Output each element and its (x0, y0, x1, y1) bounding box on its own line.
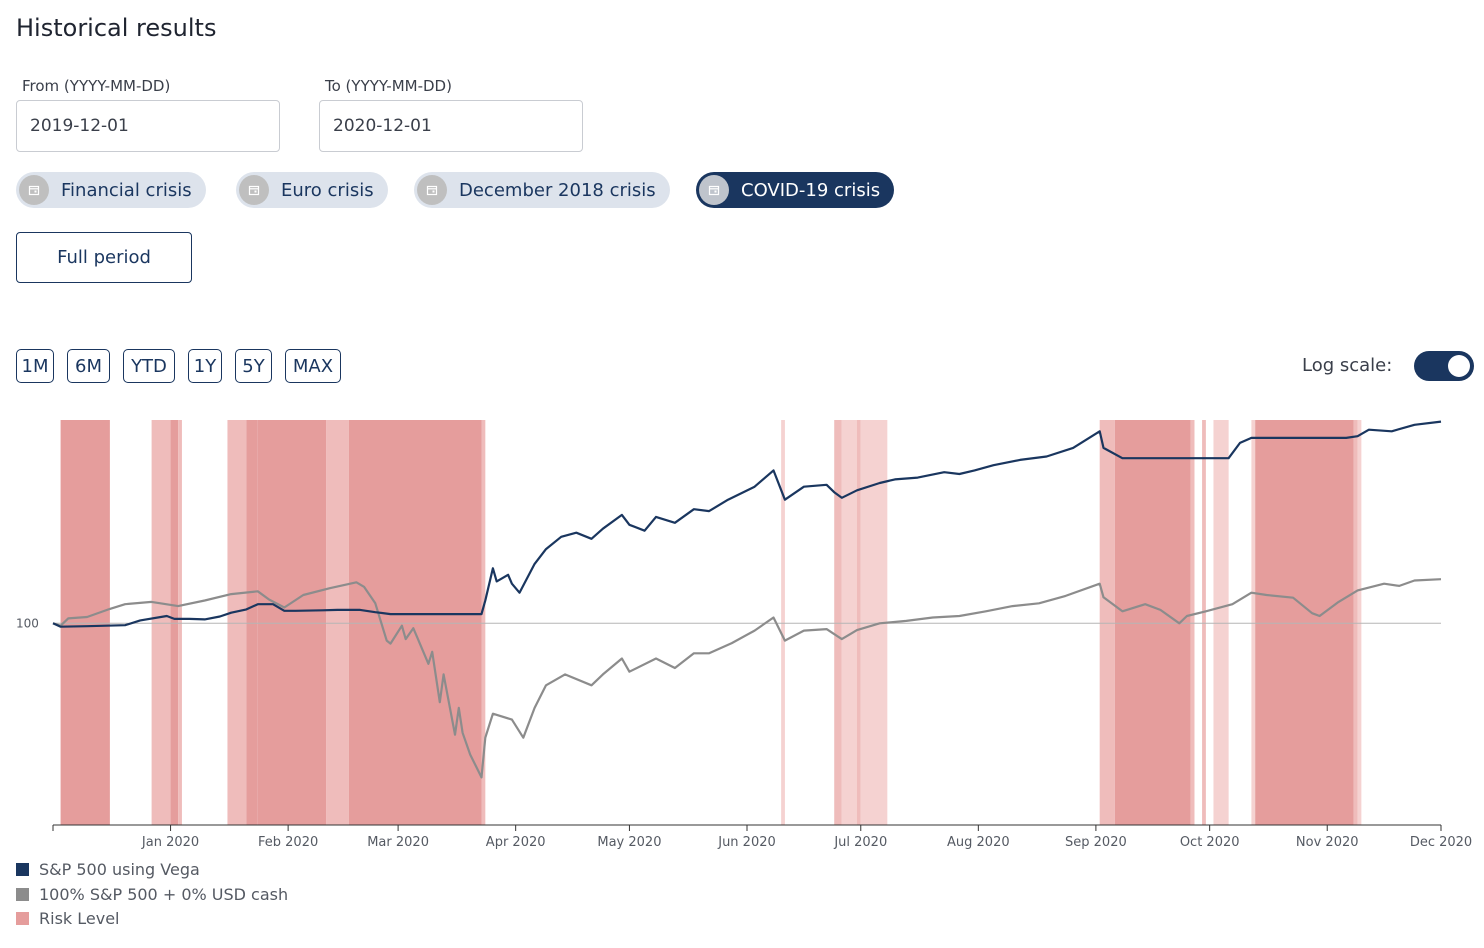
legend-swatch (16, 912, 29, 925)
reference-label: 100 (16, 616, 39, 630)
x-tick-label: Nov 2020 (1296, 835, 1359, 850)
legend-label: S&P 500 using Vega (39, 860, 200, 879)
range-1m-button[interactable]: 1M (16, 349, 54, 383)
range-6m-button[interactable]: 6M (67, 349, 110, 383)
log-scale-label: Log scale: (1302, 355, 1393, 376)
risk-band (834, 420, 842, 825)
to-date-input[interactable] (320, 101, 582, 151)
legend-label: 100% S&P 500 + 0% USD cash (39, 885, 289, 904)
risk-band (246, 420, 258, 825)
x-tick-label: Jun 2020 (717, 835, 776, 850)
performance-chart: 100 Jan 2020 Feb 2020 Mar 2020 Apr 2020 May … (16, 420, 1472, 850)
crisis-chip-december-2018[interactable]: December 2018 crisis (414, 172, 670, 208)
legend-item-sp500: 100% S&P 500 + 0% USD cash (16, 885, 288, 904)
risk-band (1251, 420, 1256, 825)
from-date-input[interactable] (17, 101, 279, 151)
range-ytd-button[interactable]: YTD (123, 349, 175, 383)
risk-band (1099, 420, 1115, 825)
legend-label: Risk Level (39, 909, 120, 928)
calendar-icon (417, 175, 447, 205)
series-line (52, 420, 1442, 628)
series-lines (52, 420, 1442, 779)
x-tick-label: Jul 2020 (833, 835, 887, 850)
risk-band (178, 420, 182, 825)
to-label: To (YYYY-MM-DD) (325, 77, 452, 95)
range-1y-button[interactable]: 1Y (188, 349, 222, 383)
calendar-icon (239, 175, 269, 205)
legend-item-risk-level: Risk Level (16, 909, 119, 928)
range-5y-button[interactable]: 5Y (235, 349, 272, 383)
risk-level-bands (60, 420, 1362, 825)
calendar-icon (699, 175, 729, 205)
risk-band (1353, 420, 1358, 825)
risk-band (227, 420, 247, 825)
log-scale-toggle[interactable] (1414, 351, 1474, 381)
x-axis-ticks: Jan 2020 Feb 2020 Mar 2020 Apr 2020 May 2020… (52, 825, 1472, 850)
series-line (52, 578, 1442, 779)
legend-swatch (16, 888, 29, 901)
crisis-chip-euro[interactable]: Euro crisis (236, 172, 388, 208)
risk-band (326, 420, 349, 825)
risk-band (1190, 420, 1195, 825)
calendar-icon (19, 175, 49, 205)
page-title: Historical results (16, 14, 217, 42)
risk-band (781, 420, 785, 825)
x-tick-label: Oct 2020 (1180, 835, 1240, 850)
x-tick-label: Sep 2020 (1065, 835, 1127, 850)
crisis-chip-label: December 2018 crisis (459, 179, 656, 201)
legend-item-vega: S&P 500 using Vega (16, 860, 200, 879)
crisis-chip-label: COVID-19 crisis (741, 179, 881, 201)
risk-band (151, 420, 171, 825)
crisis-chip-covid-19[interactable]: COVID-19 crisis (696, 172, 895, 208)
x-tick-label: Jan 2020 (141, 835, 199, 850)
risk-band (841, 420, 857, 825)
x-tick-label: Dec 2020 (1410, 835, 1472, 850)
risk-band (1213, 420, 1229, 825)
risk-band (257, 420, 327, 825)
x-tick-label: Mar 2020 (367, 835, 429, 850)
x-tick-label: May 2020 (597, 835, 661, 850)
x-tick-label: Apr 2020 (486, 835, 546, 850)
crisis-chip-label: Euro crisis (281, 179, 374, 201)
from-label: From (YYYY-MM-DD) (22, 77, 171, 95)
risk-band (856, 420, 861, 825)
risk-band (170, 420, 179, 825)
from-date-field[interactable] (16, 100, 280, 152)
range-max-button[interactable]: MAX (285, 349, 341, 383)
risk-band (1202, 420, 1206, 825)
crisis-chip-financial[interactable]: Financial crisis (16, 172, 206, 208)
risk-band (1255, 420, 1354, 825)
risk-band (60, 420, 110, 825)
legend-swatch (16, 863, 29, 876)
toggle-knob (1448, 355, 1470, 377)
risk-band (481, 420, 486, 825)
x-tick-label: Feb 2020 (258, 835, 318, 850)
to-date-field[interactable] (319, 100, 583, 152)
risk-band (1357, 420, 1362, 825)
crisis-chip-label: Financial crisis (61, 179, 192, 201)
x-tick-label: Aug 2020 (947, 835, 1010, 850)
full-period-button[interactable]: Full period (16, 232, 192, 283)
risk-band (348, 420, 482, 825)
